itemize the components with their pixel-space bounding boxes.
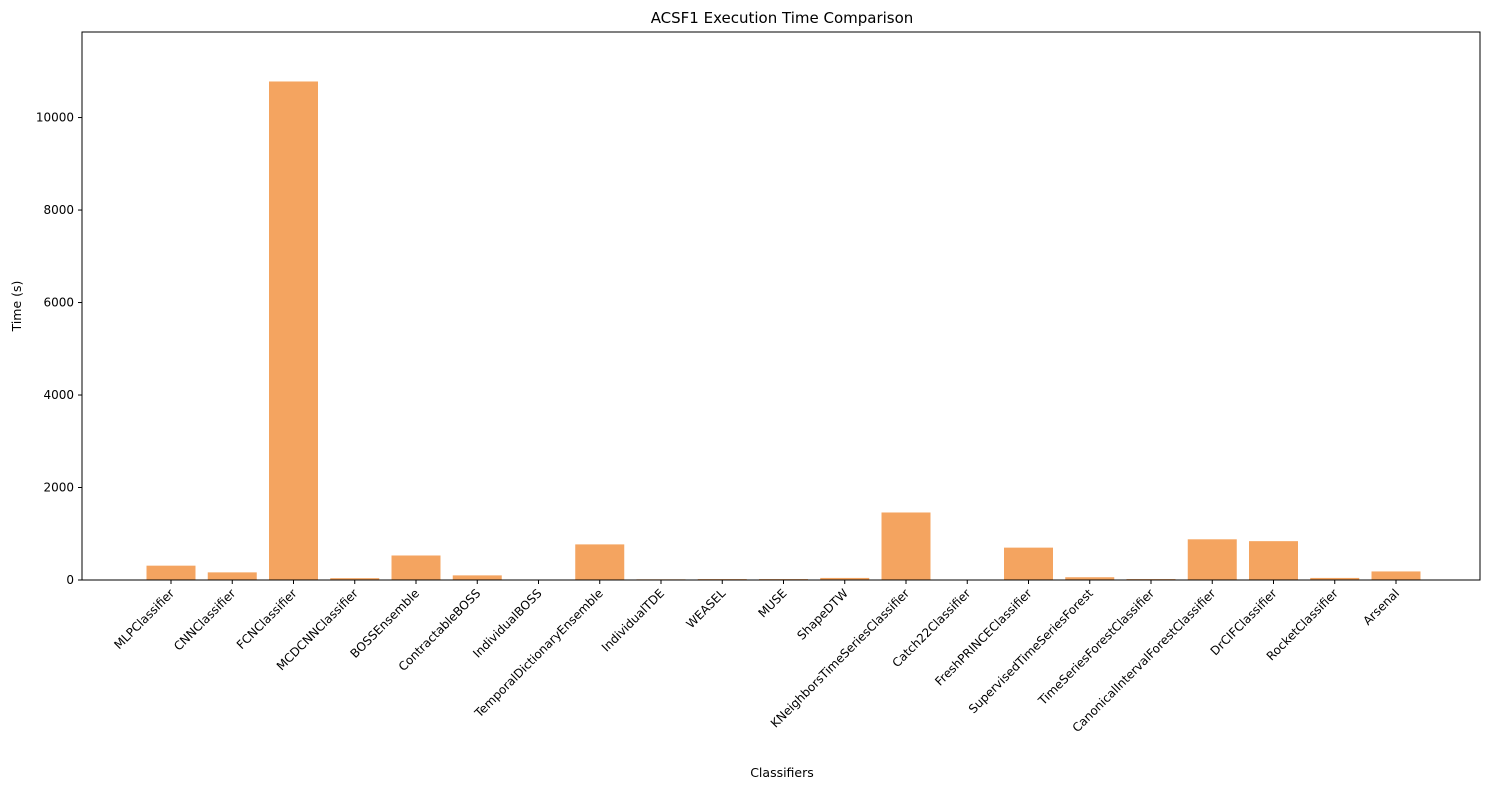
- bar-MCDCNNClassifier: [330, 578, 380, 580]
- bar-BOSSEnsemble: [391, 555, 441, 580]
- y-tick-label: 6000: [43, 296, 74, 310]
- bar-CNNClassifier: [207, 572, 257, 580]
- x-tick-label: IndividualTDE: [599, 586, 667, 654]
- x-tick-label: MUSE: [755, 586, 789, 620]
- y-axis-label: Time (s): [9, 281, 24, 333]
- y-tick-label: 10000: [36, 111, 74, 125]
- y-tick-label: 8000: [43, 203, 74, 217]
- bar-MLPClassifier: [146, 565, 196, 580]
- bar-TemporalDictionaryEnsemble: [575, 544, 625, 580]
- x-tick-label: TemporalDictionaryEnsemble: [471, 586, 606, 721]
- bar-ContractableBOSS: [452, 575, 502, 580]
- bar-DrCIFClassifier: [1249, 541, 1298, 580]
- bar-FCNClassifier: [269, 81, 318, 580]
- bar-ShapeDTW: [820, 577, 870, 580]
- bar-SupervisedTimeSeriesForest: [1065, 577, 1115, 580]
- x-tick-label: FCNClassifier: [234, 586, 300, 652]
- bars-group: [146, 81, 1421, 580]
- x-axis-label: Classifiers: [750, 765, 814, 780]
- x-tick-label: MLPClassifier: [111, 586, 177, 652]
- x-tick-label: TimeSeriesForestClassifier: [1035, 586, 1157, 708]
- x-tick-label: CNNClassifier: [171, 586, 238, 653]
- bar-RocketClassifier: [1310, 577, 1360, 580]
- bar-CanonicalIntervalForestClassifier: [1187, 539, 1237, 580]
- x-tick-label: WEASEL: [683, 586, 728, 631]
- y-tick-label: 4000: [43, 388, 74, 402]
- x-tick-label: SupervisedTimeSeriesForest: [966, 586, 1096, 716]
- bar-FreshPRINCEClassifier: [1004, 547, 1053, 580]
- bar-KNeighborsTimeSeriesClassifier: [881, 512, 931, 580]
- y-tick-label: 2000: [43, 481, 74, 495]
- x-tick-label: ShapeDTW: [794, 586, 851, 643]
- bar-Arsenal: [1371, 571, 1421, 580]
- chart-title: ACSF1 Execution Time Comparison: [651, 9, 914, 27]
- y-tick-label: 0: [66, 573, 74, 587]
- x-tick-label: Arsenal: [1360, 586, 1402, 628]
- y-axis-ticks: 0 2000 4000 6000 8000 10000: [36, 111, 82, 587]
- plot-frame: [81, 31, 1481, 581]
